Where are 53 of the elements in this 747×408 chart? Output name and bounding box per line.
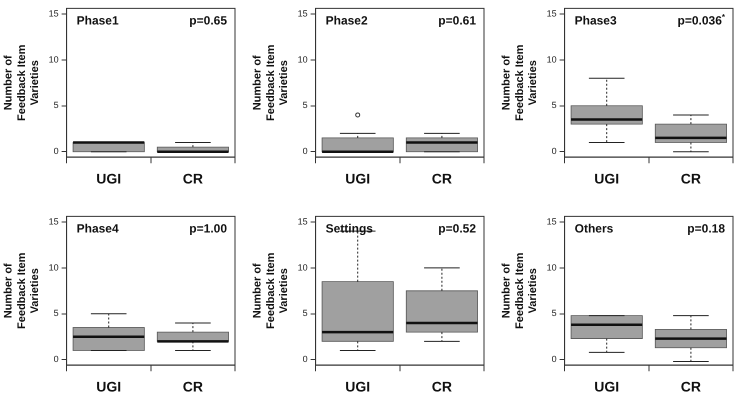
y-axis-title: Number of Feedback Item Varieties	[252, 252, 290, 330]
x-tick-label: CR	[182, 378, 204, 394]
chart-title: Phase3	[574, 13, 617, 28]
y-axis-title: Number of Feedback Item Varieties	[2, 252, 42, 330]
y-tick-label: 0	[552, 354, 557, 364]
y-tick-label: 15	[298, 8, 308, 18]
y-tick-label: 0	[54, 146, 59, 156]
y-tick-label: 10	[298, 262, 308, 272]
chart-title: Phase2	[326, 13, 368, 28]
x-tick-label: CR	[680, 170, 702, 186]
y-axis-title: Number of Feedback Item Varieties	[500, 44, 540, 122]
y-tick-label: 15	[546, 8, 557, 18]
y-tick-label: 5	[302, 100, 308, 110]
annotation: p=0.65	[189, 13, 228, 28]
x-tick-label: UGI	[345, 378, 370, 394]
y-tick-label: 10	[546, 54, 557, 64]
y-tick-label: 5	[552, 100, 557, 110]
x-tick-label: UGI	[594, 170, 620, 186]
y-tick-label: 10	[298, 54, 308, 64]
y-tick-label: 10	[48, 262, 59, 272]
y-tick-label: 15	[546, 216, 557, 226]
y-axis-title: Number of Feedback Item Varieties	[252, 44, 290, 122]
y-tick-label: 10	[546, 262, 557, 272]
y-tick-label: 5	[54, 308, 59, 318]
x-tick-label: CR	[432, 170, 452, 186]
x-tick-label: UGI	[345, 170, 370, 186]
y-tick-label: 15	[48, 8, 59, 18]
annotation: p=0.61	[438, 13, 476, 28]
y-tick-label: 0	[552, 146, 557, 156]
y-tick-label: 15	[298, 216, 308, 226]
x-tick-label: UGI	[96, 170, 122, 186]
chart-title: Phase1	[76, 13, 119, 28]
annotation: p=0.52	[438, 221, 476, 236]
chart-title: Phase4	[76, 221, 119, 236]
chart-title: Others	[574, 221, 614, 236]
annotation: p=0.036*	[678, 12, 726, 28]
y-axis-title: Number of Feedback Item Varieties	[2, 44, 42, 122]
y-tick-label: 5	[302, 308, 308, 318]
y-tick-label: 15	[48, 216, 59, 226]
annotation: p=0.18	[687, 221, 726, 236]
y-tick-label: 10	[48, 54, 59, 64]
x-tick-label: CR	[680, 378, 702, 394]
x-tick-label: UGI	[594, 378, 620, 394]
y-tick-label: 0	[302, 146, 308, 156]
x-tick-label: UGI	[96, 378, 122, 394]
y-tick-label: 5	[552, 308, 557, 318]
y-tick-label: 0	[302, 354, 308, 364]
x-tick-label: CR	[432, 378, 452, 394]
annotation: p=1.00	[189, 221, 228, 236]
x-tick-label: CR	[182, 170, 204, 186]
y-axis-title: Number of Feedback Item Varieties	[500, 252, 540, 330]
y-tick-label: 0	[54, 354, 59, 364]
y-tick-label: 5	[54, 100, 59, 110]
